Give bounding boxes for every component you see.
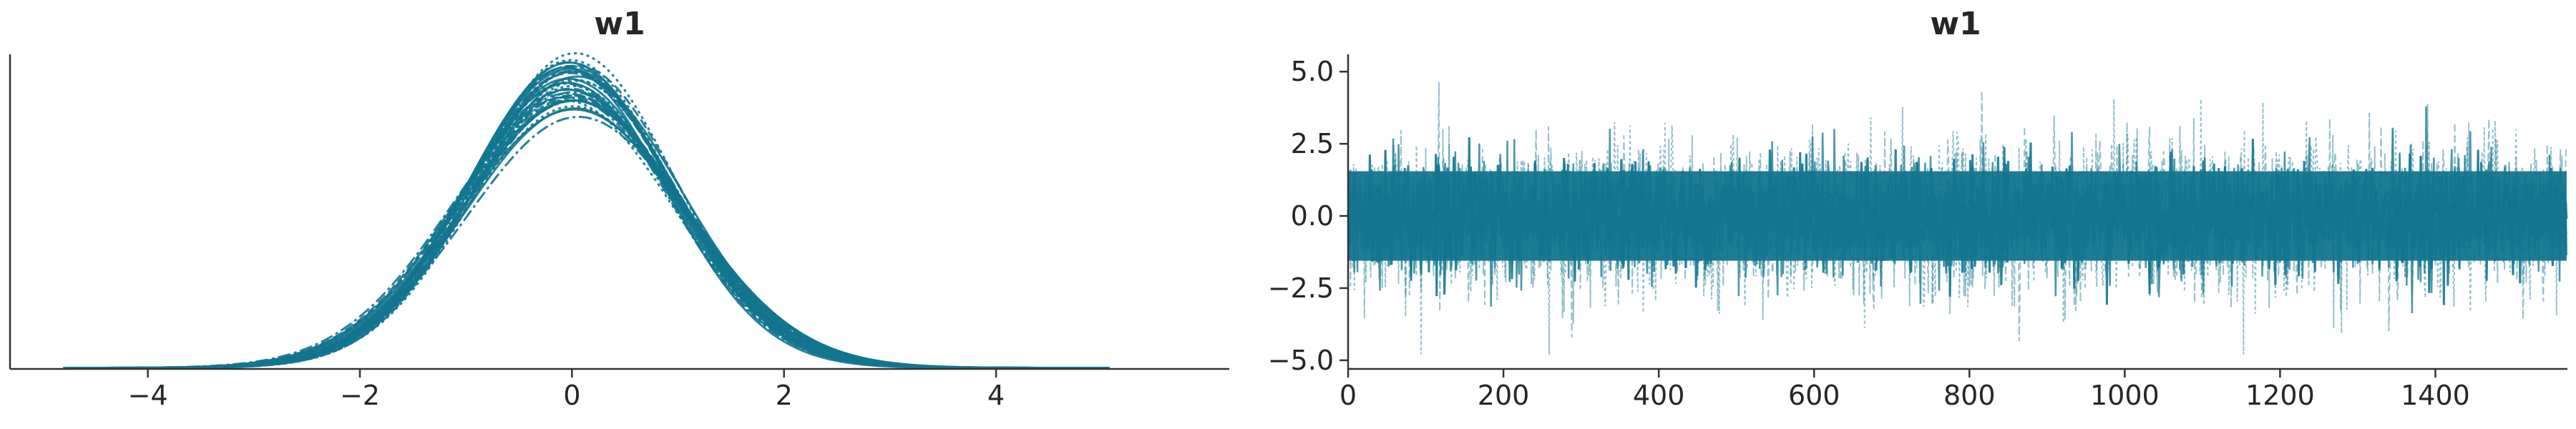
kde-curve xyxy=(92,65,1107,369)
kde-curve xyxy=(63,77,1110,369)
trace-x-ticks: 0 200 400 600 800 1000 1200 1400 xyxy=(1340,369,2470,411)
kde-curve xyxy=(94,92,1110,369)
kde-curve xyxy=(89,88,1096,369)
kde-curve xyxy=(67,99,1088,369)
kde-title: w1 xyxy=(594,6,645,42)
kde-curve xyxy=(83,91,1109,369)
kde-curves xyxy=(63,52,1112,369)
kde-curve xyxy=(82,82,1101,369)
trace-x-tick-label: 1400 xyxy=(2401,380,2470,411)
trace-x-tick-label: 200 xyxy=(1478,380,1530,411)
kde-curve xyxy=(88,72,1108,369)
trace-title: w1 xyxy=(1930,6,1981,42)
trace-y-tick-label: −2.5 xyxy=(1268,272,1334,304)
kde-curve xyxy=(84,99,1093,369)
trace-panel: w1 0 200 400 600 800 1000 1200 1400 −5.0 −2.5 0.0… xyxy=(1268,6,2568,411)
trace-x-tick-label: 1200 xyxy=(2245,380,2315,411)
trace-y-tick-label: 0.0 xyxy=(1291,200,1334,232)
trace-y-tick-label: −5.0 xyxy=(1268,345,1334,376)
kde-curve xyxy=(79,69,1085,369)
trace-x-tick-label: 1000 xyxy=(2090,380,2160,411)
kde-curve xyxy=(83,69,1098,369)
kde-curve xyxy=(86,59,1096,369)
kde-curve xyxy=(92,82,1082,369)
kde-curve xyxy=(83,66,1084,369)
trace-y-tick-label: 5.0 xyxy=(1291,56,1334,87)
kde-curve xyxy=(66,97,1086,369)
kde-curve xyxy=(89,94,1108,369)
kde-x-tick-label: 2 xyxy=(776,380,793,411)
trace-core-band xyxy=(1348,171,2567,261)
trace-lines xyxy=(1347,82,2568,355)
kde-panel: w1 −4 −2 0 2 4 xyxy=(9,6,1229,411)
kde-curve xyxy=(79,108,1104,369)
kde-curve xyxy=(78,99,1098,369)
kde-curve xyxy=(72,82,1095,369)
trace-y-ticks: −5.0 −2.5 0.0 2.5 5.0 xyxy=(1268,56,1348,376)
kde-curve xyxy=(74,99,1082,369)
trace-line xyxy=(1347,82,2567,342)
kde-curve xyxy=(82,70,1088,369)
kde-curve xyxy=(81,105,1085,369)
trace-x-tick-label: 0 xyxy=(1340,380,1357,411)
kde-x-tick-label: −4 xyxy=(128,380,168,411)
kde-curve xyxy=(89,94,1110,369)
kde-curve xyxy=(76,84,1090,369)
kde-curve xyxy=(66,107,1093,369)
kde-curve xyxy=(91,99,1093,369)
kde-curve xyxy=(84,115,1112,369)
kde-curve xyxy=(87,78,1099,369)
kde-curve xyxy=(72,96,1103,369)
trace-x-tick-label: 800 xyxy=(1943,380,1996,411)
kde-curve xyxy=(67,75,1091,369)
kde-curve xyxy=(89,64,1101,369)
kde-curve xyxy=(66,88,1102,369)
trace-x-tick-label: 600 xyxy=(1788,380,1840,411)
kde-x-tick-label: 4 xyxy=(987,380,1005,411)
kde-x-tick-label: 0 xyxy=(563,380,580,411)
kde-curve xyxy=(86,61,1101,369)
kde-x-ticks: −4 −2 0 2 4 xyxy=(128,369,1005,411)
trace-y-tick-label: 2.5 xyxy=(1291,128,1334,159)
kde-curve xyxy=(72,87,1088,369)
kde-x-tick-label: −2 xyxy=(340,380,380,411)
trace-x-tick-label: 400 xyxy=(1633,380,1685,411)
kde-curve xyxy=(69,79,1091,369)
